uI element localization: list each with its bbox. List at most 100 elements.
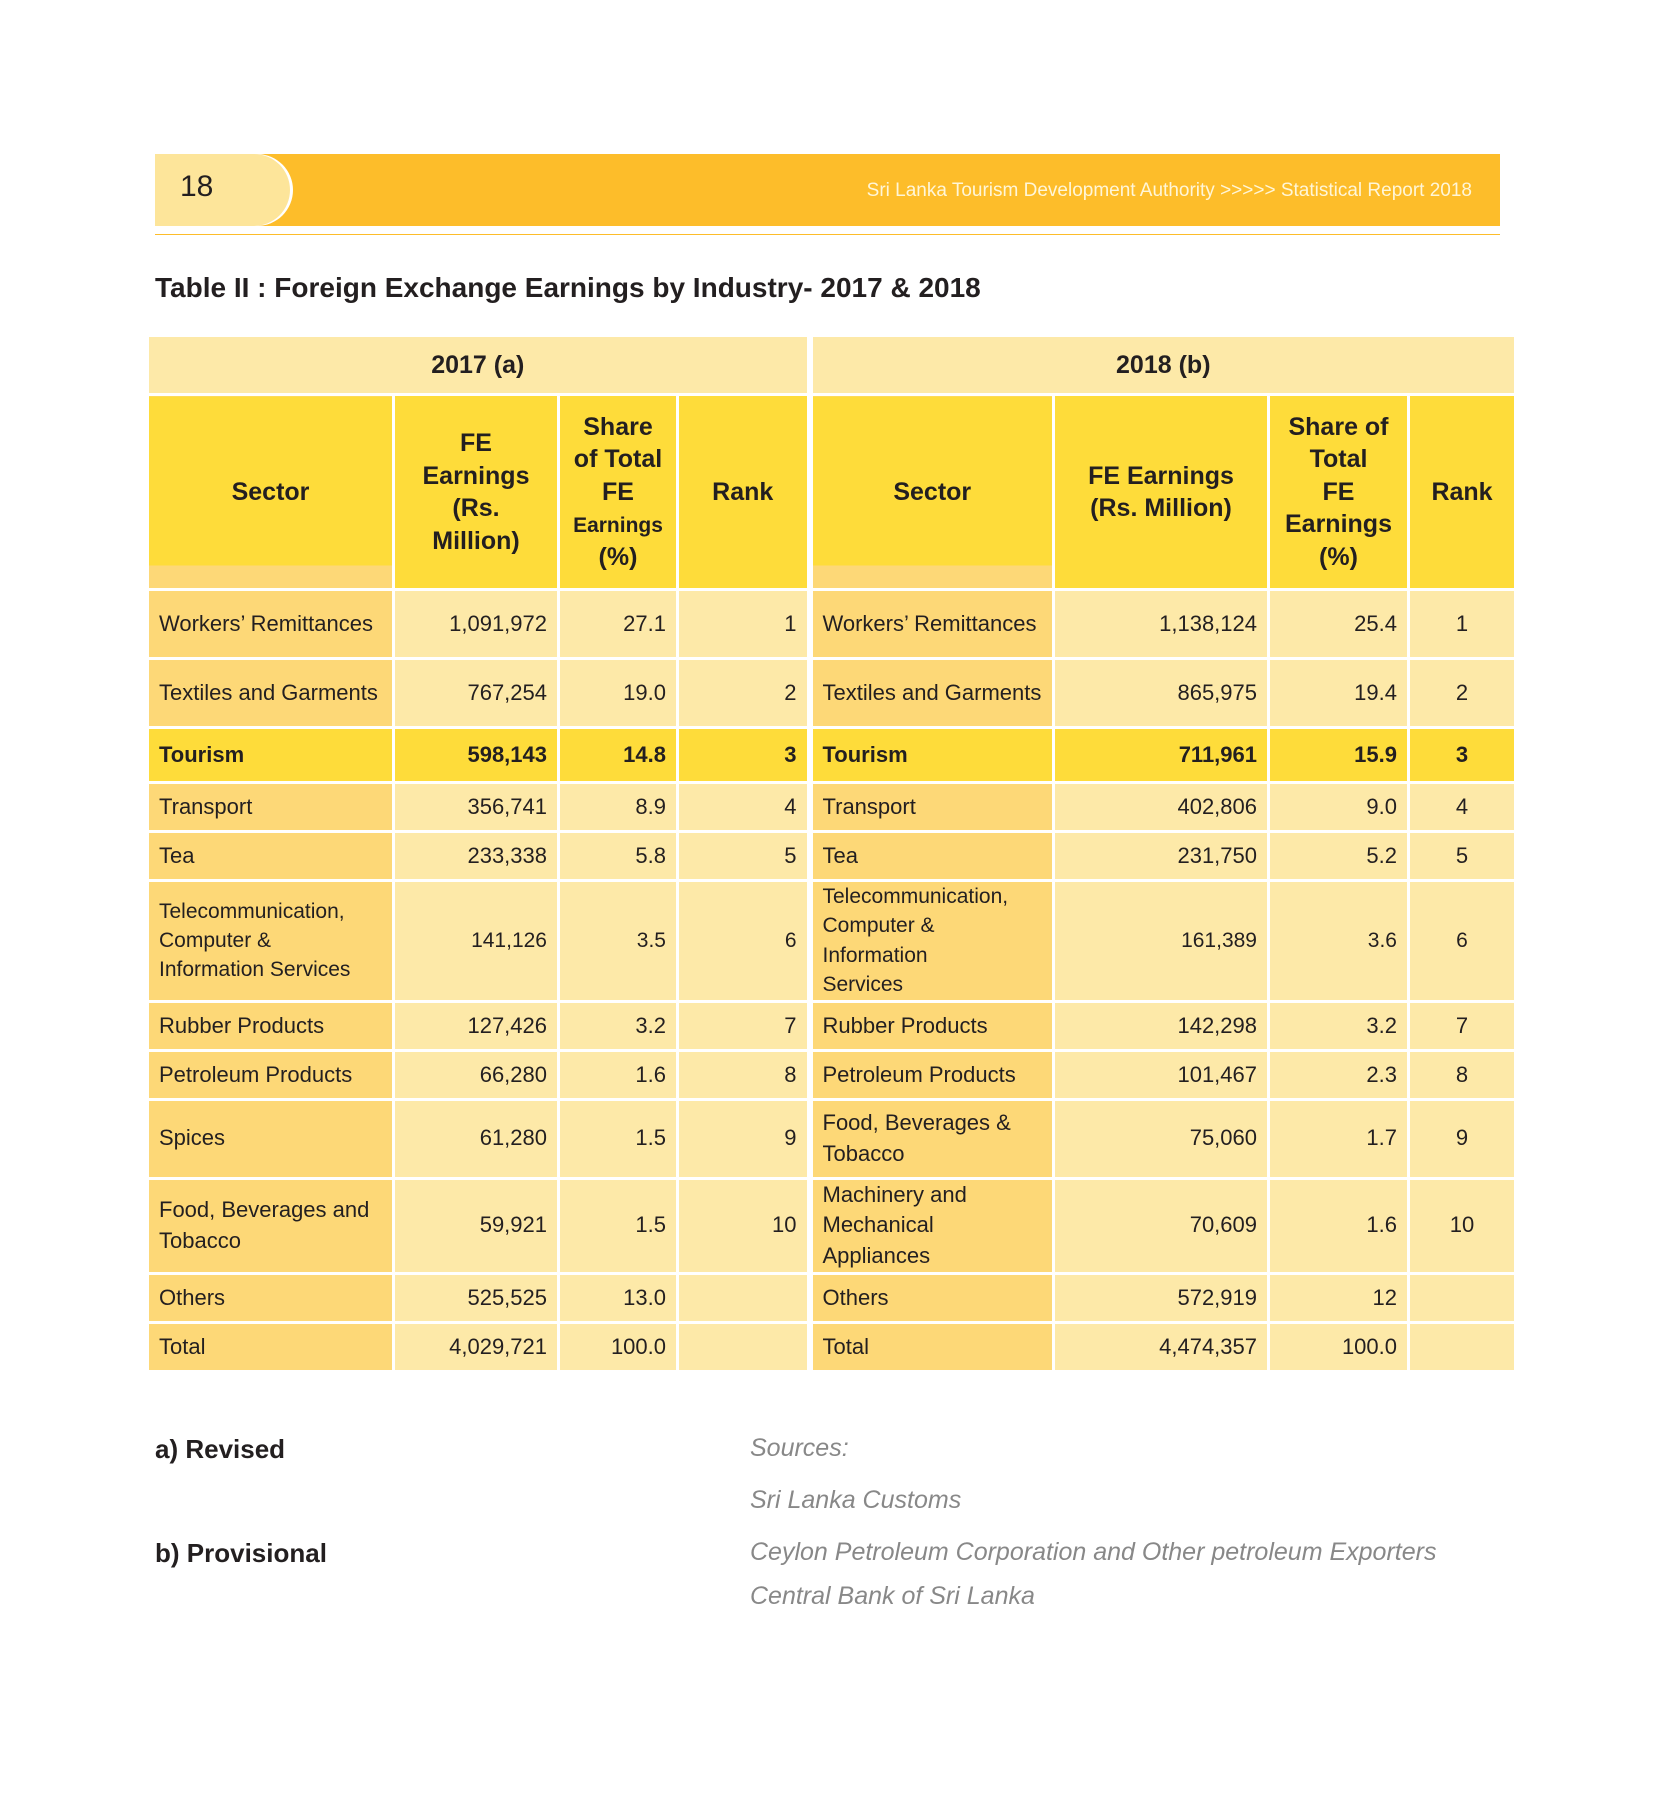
share-cell: 12 — [1267, 1271, 1410, 1324]
column-header-row: Sector FE Earnings (Rs. Million) Share of T… — [146, 393, 1518, 591]
table-title: Table II : Foreign Exchange Earnings by … — [155, 272, 981, 303]
source-petroleum: Ceylon Petroleum Corporation and Other p… — [750, 1538, 1437, 1566]
sector-header-2018: Sector — [806, 393, 1055, 591]
sector-cell: Petroleum Products — [806, 1048, 1055, 1101]
rank-cell — [676, 1271, 811, 1324]
rank-cell: 6 — [676, 879, 811, 1003]
sector-cell: Tourism — [146, 726, 395, 784]
earnings-cell: 66,280 — [392, 1048, 560, 1101]
earnings-cell: 356,741 — [392, 781, 560, 833]
share-cell: 15.9 — [1267, 726, 1410, 784]
publication-title: Sri Lanka Tourism Development Authority … — [866, 180, 1472, 201]
rank-cell: 3 — [1406, 726, 1518, 784]
table-row: Telecommunication, Computer & Information … — [146, 879, 1518, 1003]
earnings-cell: 865,975 — [1052, 657, 1270, 729]
rank-cell: 7 — [676, 999, 811, 1052]
share-cell: 2.3 — [1267, 1048, 1410, 1101]
rank-cell: 9 — [676, 1097, 811, 1180]
rank-header-2018: Rank — [1406, 393, 1518, 591]
share-cell: 1.5 — [557, 1097, 679, 1180]
rank-cell: 1 — [1406, 588, 1518, 660]
sector-cell: Textiles and Garments — [146, 657, 395, 729]
sector-cell: Telecommunication, Computer & Information… — [806, 879, 1055, 1003]
rank-cell: 8 — [1406, 1048, 1518, 1101]
share-cell: 19.4 — [1267, 657, 1410, 729]
earnings-cell: 59,921 — [392, 1176, 560, 1275]
source-central-bank: Central Bank of Sri Lanka — [750, 1582, 1035, 1610]
header-rule — [155, 234, 1500, 235]
table-row: Rubber Products 127,426 3.2 7 Rubber Pro… — [146, 999, 1518, 1052]
note-provisional: b) Provisional — [155, 1538, 327, 1568]
earnings-cell: 61,280 — [392, 1097, 560, 1180]
rank-header-2017: Rank — [676, 393, 811, 591]
sector-cell: Spices — [146, 1097, 395, 1180]
earnings-cell: 141,126 — [392, 879, 560, 1003]
source-customs: Sri Lanka Customs — [750, 1486, 962, 1514]
earnings-cell: 402,806 — [1052, 781, 1270, 833]
earnings-cell: 1,091,972 — [392, 588, 560, 660]
earnings-cell: 598,143 — [392, 726, 560, 784]
share-cell: 100.0 — [1267, 1320, 1410, 1373]
table-row-tourism: Tourism 598,143 14.8 3 Tourism 711,961 1… — [146, 726, 1518, 784]
earnings-cell: 572,919 — [1052, 1271, 1270, 1324]
sector-cell: Telecommunication, Computer & Information … — [146, 879, 395, 1003]
earnings-cell: 127,426 — [392, 999, 560, 1052]
page-number-tab — [155, 154, 290, 226]
rank-cell: 7 — [1406, 999, 1518, 1052]
rank-cell: 5 — [1406, 830, 1518, 882]
rank-cell: 4 — [1406, 781, 1518, 833]
fe-earnings-header-2018: FE Earnings (Rs. Million) — [1052, 393, 1270, 591]
earnings-cell: 75,060 — [1052, 1097, 1270, 1180]
sector-cell: Rubber Products — [806, 999, 1055, 1052]
sector-cell: Transport — [146, 781, 395, 833]
sector-header-2017: Sector — [146, 393, 395, 591]
rank-cell — [1406, 1271, 1518, 1324]
sector-cell: Machinery and Mechanical Appliances — [806, 1176, 1055, 1275]
share-cell: 14.8 — [557, 726, 679, 784]
share-cell: 3.2 — [1267, 999, 1410, 1052]
year-header-row: 2017 (a) 2018 (b) — [146, 334, 1518, 396]
note-revised: a) Revised — [155, 1434, 286, 1464]
sector-cell: Tea — [146, 830, 395, 882]
rank-cell: 10 — [676, 1176, 811, 1275]
sector-cell: Rubber Products — [146, 999, 395, 1052]
rank-cell: 8 — [676, 1048, 811, 1101]
year-2017-header: 2017 (a) — [146, 334, 811, 396]
fe-earnings-table: 2017 (a) 2018 (b) Sector FE Earnings (Rs.… — [146, 334, 1518, 1373]
table-row: Petroleum Products 66,280 1.6 8 Petroleu… — [146, 1048, 1518, 1101]
share-cell: 9.0 — [1267, 781, 1410, 833]
sector-cell: Total — [146, 1320, 395, 1373]
share-cell: 100.0 — [557, 1320, 679, 1373]
rank-cell: 9 — [1406, 1097, 1518, 1180]
share-cell: 1.5 — [557, 1176, 679, 1275]
table-row: Transport 356,741 8.9 4 Transport 402,80… — [146, 781, 1518, 833]
rank-cell: 1 — [676, 588, 811, 660]
sector-cell: Petroleum Products — [146, 1048, 395, 1101]
sector-cell: Food, Beverages & Tobacco — [806, 1097, 1055, 1180]
sector-cell: Food, Beverages and Tobacco — [146, 1176, 395, 1275]
share-cell: 3.6 — [1267, 879, 1410, 1003]
table-row: Tea 233,338 5.8 5 Tea 231,750 5.2 5 — [146, 830, 1518, 882]
share-cell: 5.8 — [557, 830, 679, 882]
earnings-cell: 711,961 — [1052, 726, 1270, 784]
share-cell: 5.2 — [1267, 830, 1410, 882]
share-cell: 27.1 — [557, 588, 679, 660]
rank-cell: 2 — [676, 657, 811, 729]
share-cell: 19.0 — [557, 657, 679, 729]
table-row: Others 525,525 13.0 Others 572,919 12 — [146, 1271, 1518, 1324]
rank-cell — [1406, 1320, 1518, 1373]
header-band — [155, 154, 1500, 226]
sector-cell: Workers’ Remittances — [806, 588, 1055, 660]
year-2018-header: 2018 (b) — [806, 334, 1518, 396]
earnings-cell: 1,138,124 — [1052, 588, 1270, 660]
earnings-cell: 231,750 — [1052, 830, 1270, 882]
fe-earnings-header-2017: FE Earnings (Rs. Million) — [392, 393, 560, 591]
rank-cell: 10 — [1406, 1176, 1518, 1275]
table-row: Food, Beverages and Tobacco 59,921 1.5 10… — [146, 1176, 1518, 1275]
share-cell: 3.5 — [557, 879, 679, 1003]
earnings-cell: 4,474,357 — [1052, 1320, 1270, 1373]
table-row: Textiles and Garments 767,254 19.0 2 Tex… — [146, 657, 1518, 729]
earnings-cell: 4,029,721 — [392, 1320, 560, 1373]
sector-cell: Textiles and Garments — [806, 657, 1055, 729]
rank-cell — [676, 1320, 811, 1373]
